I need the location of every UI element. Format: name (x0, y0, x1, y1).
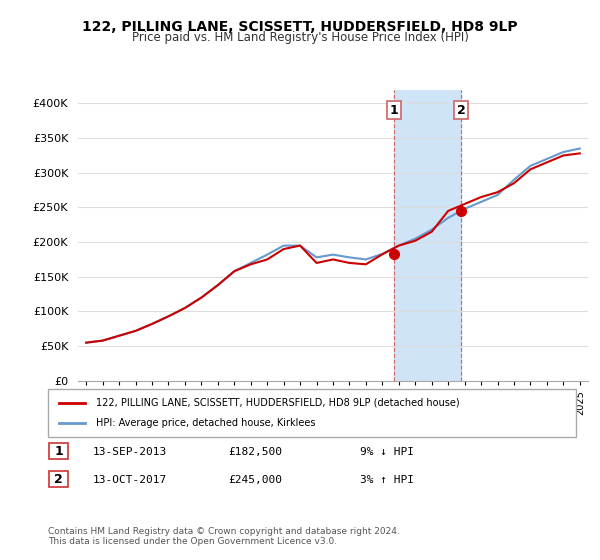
Text: HPI: Average price, detached house, Kirklees: HPI: Average price, detached house, Kirk… (95, 418, 315, 428)
Text: 1: 1 (389, 104, 398, 117)
Text: 9% ↓ HPI: 9% ↓ HPI (360, 447, 414, 458)
Text: 122, PILLING LANE, SCISSETT, HUDDERSFIELD, HD8 9LP (detached house): 122, PILLING LANE, SCISSETT, HUDDERSFIEL… (95, 398, 459, 408)
Text: 13-OCT-2017: 13-OCT-2017 (93, 475, 167, 486)
Text: Price paid vs. HM Land Registry's House Price Index (HPI): Price paid vs. HM Land Registry's House … (131, 31, 469, 44)
Text: £182,500: £182,500 (228, 447, 282, 458)
Text: 3% ↑ HPI: 3% ↑ HPI (360, 475, 414, 486)
Text: 122, PILLING LANE, SCISSETT, HUDDERSFIELD, HD8 9LP: 122, PILLING LANE, SCISSETT, HUDDERSFIEL… (82, 20, 518, 34)
FancyBboxPatch shape (49, 472, 68, 487)
Text: 2: 2 (54, 473, 63, 486)
Text: 1: 1 (54, 445, 63, 458)
FancyBboxPatch shape (48, 389, 576, 437)
Text: 2: 2 (457, 104, 466, 117)
Text: 13-SEP-2013: 13-SEP-2013 (93, 447, 167, 458)
FancyBboxPatch shape (49, 444, 68, 459)
Text: £245,000: £245,000 (228, 475, 282, 486)
Bar (394, 90, 461, 381)
Text: Contains HM Land Registry data © Crown copyright and database right 2024.
This d: Contains HM Land Registry data © Crown c… (48, 526, 400, 546)
